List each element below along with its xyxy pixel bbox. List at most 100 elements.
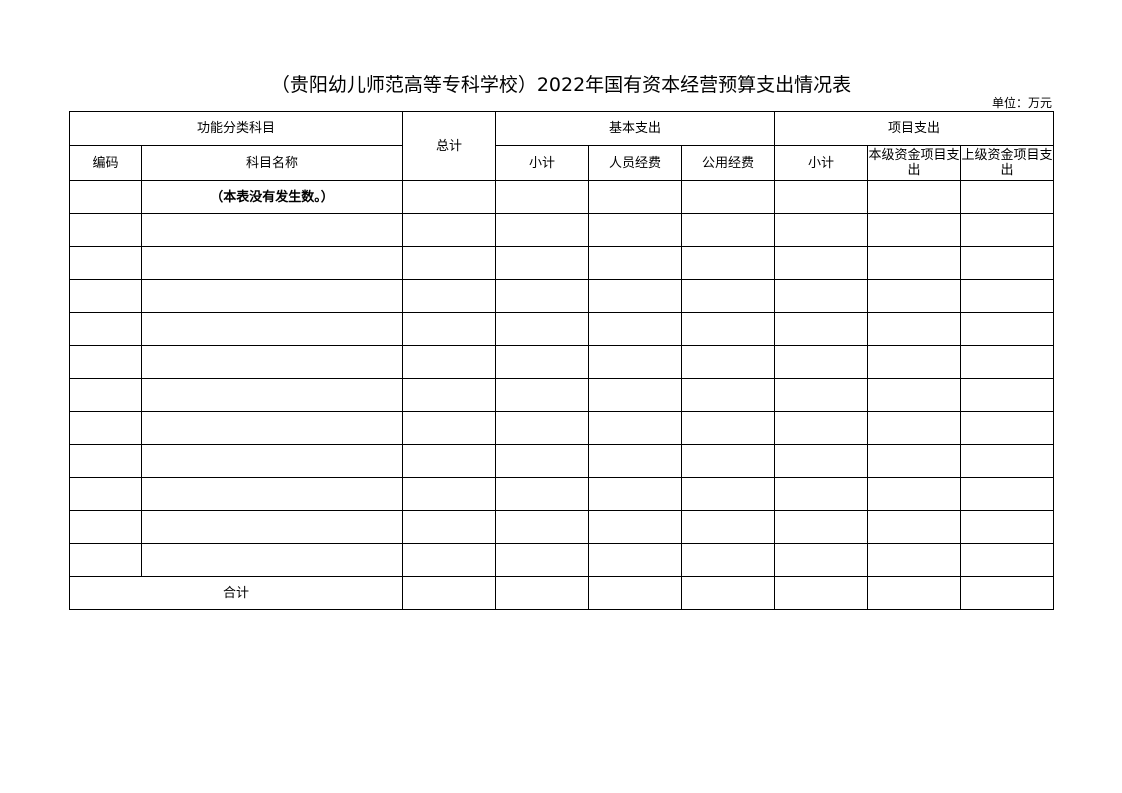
cell-value (774, 246, 869, 280)
header-superior-project: 上级资金项目支出 (960, 145, 1055, 181)
cell-subject-name (140, 279, 404, 313)
cell-value (495, 312, 590, 346)
cell-value (402, 180, 497, 214)
cell-value (681, 444, 776, 478)
cell-subject-name (140, 213, 404, 247)
table-row (69, 543, 1055, 577)
cell-code (69, 180, 142, 214)
table-row (69, 345, 1055, 379)
cell-value (402, 213, 497, 247)
cell-value (774, 411, 869, 445)
cell-value (960, 378, 1055, 412)
total-label: 合计 (68, 576, 404, 610)
cell-value (495, 411, 590, 445)
cell-value (495, 510, 590, 544)
table-row (69, 246, 1055, 280)
cell-subject-name (140, 510, 404, 544)
cell-value (402, 477, 497, 511)
cell-value (960, 279, 1055, 313)
cell-subject-name (140, 411, 404, 445)
header-code: 编码 (69, 145, 142, 181)
table-row (69, 378, 1055, 412)
cell-value (681, 312, 776, 346)
table-row (69, 510, 1055, 544)
header-public: 公用经费 (681, 145, 776, 181)
cell-value (588, 444, 683, 478)
cell-value (495, 246, 590, 280)
cell-value (402, 510, 497, 544)
cell-code (69, 510, 142, 544)
cell-code (69, 213, 142, 247)
cell-code (69, 543, 142, 577)
unit-label: 单位：万元 (991, 96, 1052, 110)
cell-code (69, 279, 142, 313)
cell-value (867, 213, 962, 247)
cell-value (588, 543, 683, 577)
cell-value (588, 378, 683, 412)
cell-value (774, 279, 869, 313)
cell-value (867, 444, 962, 478)
cell-value (774, 477, 869, 511)
cell-code (69, 378, 142, 412)
cell-value (402, 345, 497, 379)
total-cell-value (495, 576, 590, 610)
table-row (69, 312, 1055, 346)
total-cell-value (588, 576, 683, 610)
total-row: 合计 (68, 576, 1055, 610)
cell-value (495, 279, 590, 313)
cell-value (960, 180, 1055, 214)
header-basic-subtotal: 小计 (495, 145, 590, 181)
cell-code (69, 246, 142, 280)
header-total: 总计 (402, 111, 497, 181)
cell-value (960, 411, 1055, 445)
header-project-subtotal: 小计 (774, 145, 869, 181)
cell-value (495, 180, 590, 214)
cell-value (588, 510, 683, 544)
cell-value (588, 345, 683, 379)
cell-value (867, 312, 962, 346)
cell-code (69, 312, 142, 346)
cell-value (402, 444, 497, 478)
cell-subject-name (140, 312, 404, 346)
cell-value (402, 411, 497, 445)
cell-value (588, 312, 683, 346)
cell-code (69, 444, 142, 478)
cell-value (495, 345, 590, 379)
cell-subject-name (140, 477, 404, 511)
cell-code (69, 345, 142, 379)
cell-value (588, 279, 683, 313)
cell-subject-name (140, 444, 404, 478)
cell-value (960, 312, 1055, 346)
table-row (69, 279, 1055, 313)
header-subject-name: 科目名称 (140, 145, 404, 181)
cell-value (960, 543, 1055, 577)
cell-value (588, 213, 683, 247)
cell-subject-name (140, 246, 404, 280)
total-cell-value (402, 576, 497, 610)
cell-code (69, 411, 142, 445)
cell-value (681, 246, 776, 280)
cell-value (402, 378, 497, 412)
cell-value (402, 543, 497, 577)
cell-value (588, 411, 683, 445)
cell-value (681, 543, 776, 577)
cell-value (681, 213, 776, 247)
budget-table: 功能分类科目 总计 基本支出 项目支出 编码 科目名称 小计 人员经费 公用经费… (68, 111, 1055, 610)
cell-code (69, 477, 142, 511)
cell-subject-name (140, 345, 404, 379)
cell-value (960, 477, 1055, 511)
cell-value (402, 312, 497, 346)
cell-value (774, 543, 869, 577)
cell-value (867, 543, 962, 577)
total-cell-value (774, 576, 869, 610)
cell-value (774, 378, 869, 412)
cell-value (867, 180, 962, 214)
cell-value (867, 246, 962, 280)
cell-value (681, 345, 776, 379)
cell-value (681, 510, 776, 544)
cell-value (681, 279, 776, 313)
cell-value (960, 444, 1055, 478)
cell-value (495, 543, 590, 577)
cell-value (960, 213, 1055, 247)
cell-value (867, 477, 962, 511)
